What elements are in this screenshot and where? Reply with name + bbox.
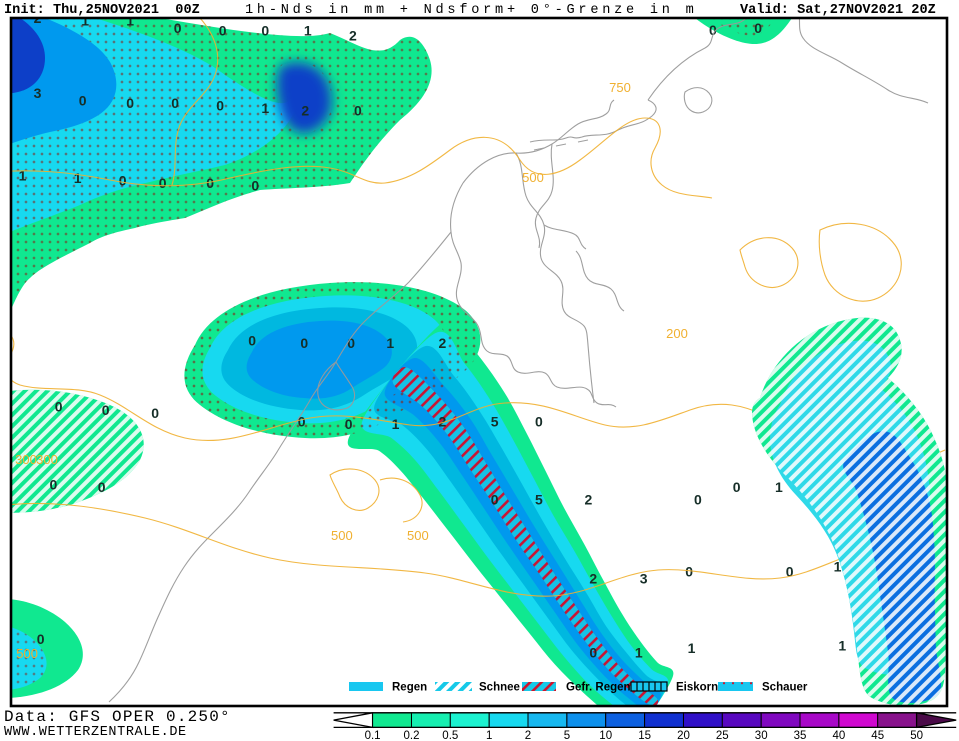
svg-text:0: 0: [535, 414, 543, 430]
svg-text:1: 1: [392, 416, 400, 432]
svg-text:750: 750: [609, 80, 631, 95]
svg-text:0: 0: [354, 103, 362, 119]
svg-text:0: 0: [174, 20, 182, 36]
svg-text:30: 30: [755, 730, 768, 741]
svg-text:500: 500: [522, 170, 544, 185]
svg-text:0: 0: [151, 405, 159, 421]
svg-text:1: 1: [688, 640, 696, 656]
svg-text:5: 5: [535, 492, 543, 508]
svg-text:2: 2: [439, 335, 447, 351]
svg-text:0: 0: [248, 333, 256, 349]
svg-text:1: 1: [19, 168, 27, 184]
svg-text:1: 1: [635, 645, 643, 661]
svg-text:0: 0: [206, 175, 214, 191]
svg-text:500: 500: [407, 528, 429, 543]
svg-text:0: 0: [37, 631, 45, 647]
svg-text:1: 1: [386, 335, 394, 351]
svg-text:0: 0: [251, 178, 259, 194]
svg-text:300: 300: [15, 452, 37, 467]
svg-text:0: 0: [733, 479, 741, 495]
svg-text:500: 500: [16, 646, 38, 661]
svg-text:0: 0: [126, 95, 134, 111]
svg-text:0: 0: [79, 93, 87, 109]
svg-text:Schnee: Schnee: [479, 682, 520, 694]
svg-text:35: 35: [794, 730, 807, 741]
svg-text:0: 0: [589, 645, 597, 661]
svg-text:2: 2: [349, 28, 357, 44]
svg-text:40: 40: [833, 730, 846, 741]
svg-text:0.5: 0.5: [442, 730, 458, 741]
svg-text:Schauer: Schauer: [762, 682, 808, 694]
svg-text:25: 25: [716, 730, 729, 741]
svg-text:Eiskorn: Eiskorn: [676, 682, 718, 694]
svg-text:0: 0: [119, 173, 127, 189]
svg-text:1: 1: [775, 479, 783, 495]
svg-text:1: 1: [74, 170, 82, 186]
svg-text:0: 0: [298, 414, 306, 430]
svg-text:0: 0: [345, 416, 353, 432]
svg-text:0: 0: [491, 492, 499, 508]
svg-text:Gefr. Regen: Gefr. Regen: [566, 682, 631, 694]
svg-text:0: 0: [102, 402, 110, 418]
svg-text:0: 0: [216, 98, 224, 114]
svg-text:10: 10: [599, 730, 612, 741]
svg-text:200: 200: [666, 326, 688, 341]
svg-text:45: 45: [871, 730, 884, 741]
svg-text:1: 1: [838, 638, 846, 654]
svg-text:500: 500: [331, 528, 353, 543]
svg-text:2: 2: [301, 103, 309, 119]
svg-text:0: 0: [219, 23, 227, 39]
svg-text:50: 50: [910, 730, 923, 741]
svg-text:0: 0: [171, 95, 179, 111]
svg-text:5: 5: [564, 730, 570, 741]
svg-text:Regen: Regen: [392, 682, 427, 694]
svg-text:2: 2: [589, 571, 597, 587]
svg-text:20: 20: [677, 730, 690, 741]
svg-text:0: 0: [50, 477, 58, 493]
svg-text:1: 1: [486, 730, 492, 741]
svg-text:0: 0: [694, 492, 702, 508]
svg-text:0: 0: [261, 23, 269, 39]
svg-text:0: 0: [300, 335, 308, 351]
svg-text:15: 15: [638, 730, 651, 741]
svg-text:0: 0: [159, 175, 167, 191]
svg-text:0.2: 0.2: [404, 730, 420, 741]
svg-text:1: 1: [304, 23, 312, 39]
svg-text:5: 5: [491, 414, 499, 430]
svg-text:0.1: 0.1: [365, 730, 381, 741]
svg-text:2: 2: [525, 730, 531, 741]
svg-text:1: 1: [261, 100, 269, 116]
svg-text:0: 0: [754, 20, 762, 36]
svg-text:0: 0: [98, 479, 106, 495]
svg-text:0: 0: [55, 398, 63, 414]
svg-text:3: 3: [34, 85, 42, 101]
svg-text:2: 2: [585, 492, 593, 508]
svg-text:300: 300: [36, 452, 58, 467]
